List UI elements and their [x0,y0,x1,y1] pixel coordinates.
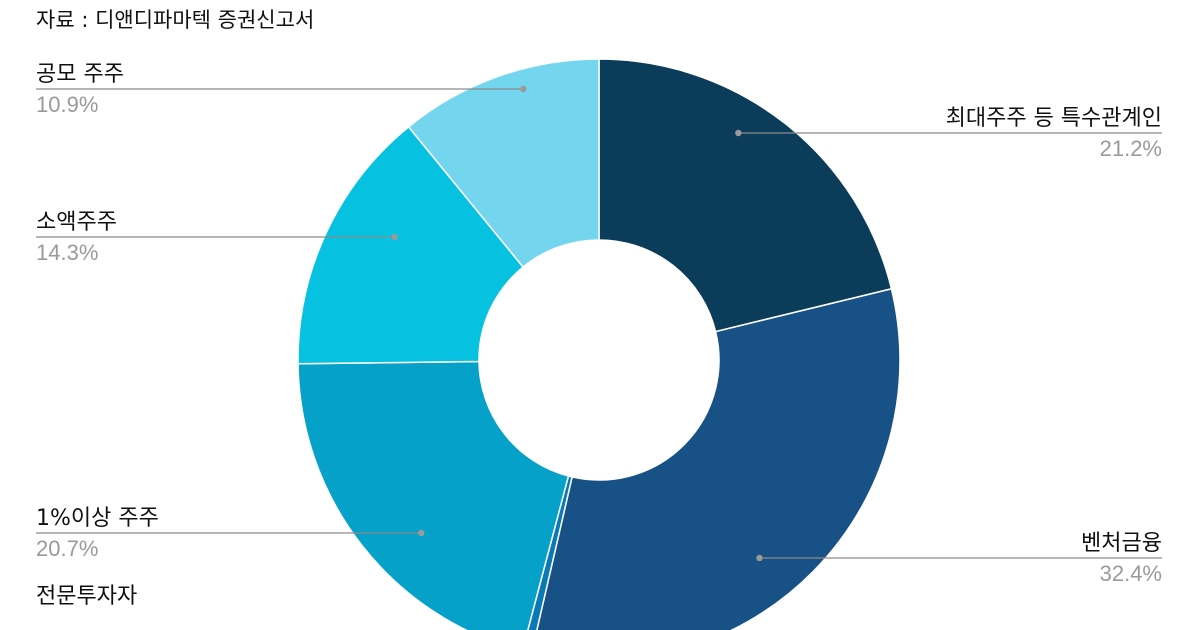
leader-dot-소액주주 [391,233,398,241]
value-label-벤처금융: 32.4% [1100,561,1162,586]
value-label-소액주주: 14.3% [36,240,98,265]
category-label-최대주주-등-특수관계인: 최대주주 등 특수관계인 [946,106,1162,131]
value-label-최대주주-등-특수관계인: 21.2% [1100,136,1162,161]
slice-최대주주-등-특수관계인 [598,58,893,333]
leader-dot-1pct이상-주주 [418,529,425,537]
slice-공모-주주 [407,58,600,269]
slice-1pct이상-주주 [297,360,570,630]
value-label-공모-주주: 10.9% [36,92,98,117]
slice-벤처금융 [536,287,901,630]
slice-소액주주 [297,125,525,365]
category-label-공모-주주: 공모 주주 [36,62,124,87]
category-label-벤처금융: 벤처금융 [1081,531,1162,556]
source-note: 자료 : 디앤디파마텍 증권신고서 [36,8,315,32]
leader-dot-벤처금융 [756,554,763,562]
category-label-소액주주: 소액주주 [36,210,117,235]
category-label-1pct이상-주주: 1%이상 주주 [36,506,159,531]
value-label-1pct이상-주주: 20.7% [36,536,98,561]
category-label-전문투자자: 전문투자자 [36,584,137,609]
leader-dot-공모-주주 [520,85,527,93]
leader-dot-최대주주-등-특수관계인 [735,129,742,137]
